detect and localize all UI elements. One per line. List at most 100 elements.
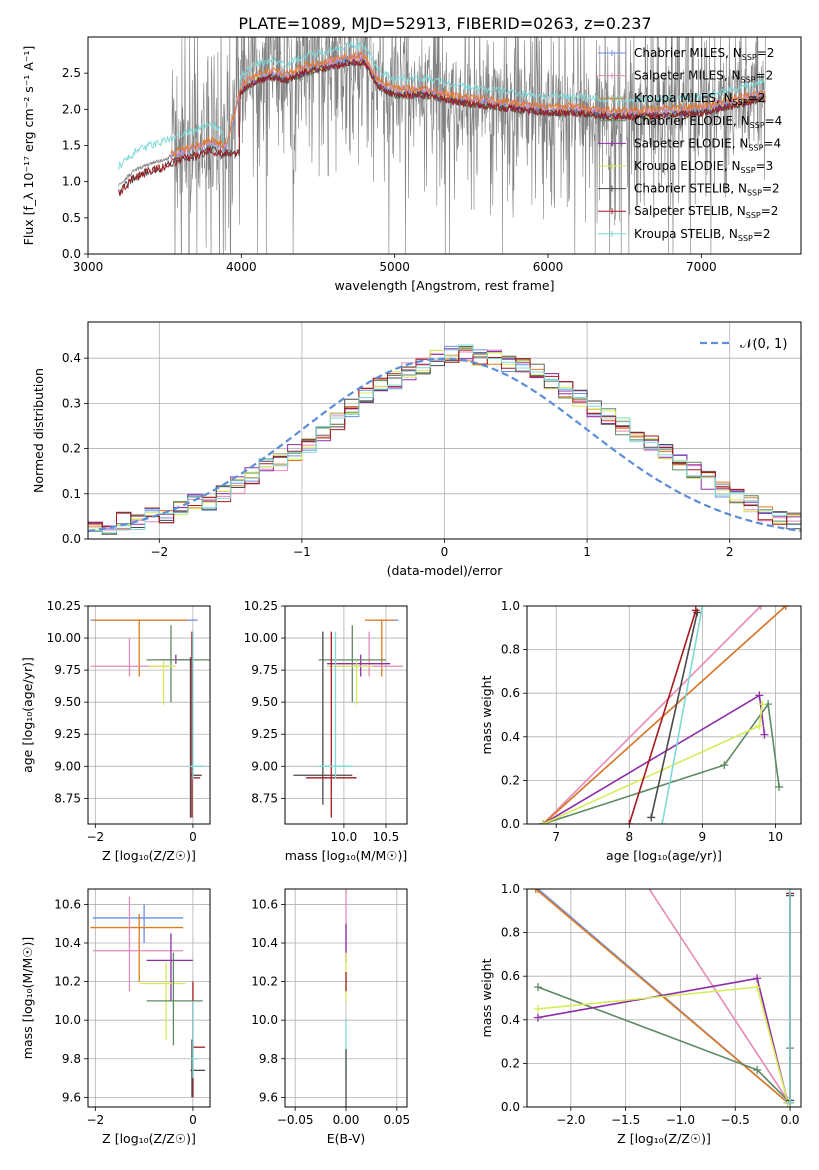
y-tick-label: 0.0 [501, 1100, 520, 1114]
legend-name: Salpeter MILES, N [634, 69, 741, 83]
y-tick-label: 8.75 [251, 791, 278, 805]
y-tick-label: 0.0 [62, 532, 81, 546]
x-tick-label: 0.00 [333, 1113, 360, 1127]
legend-subscript: SSP [741, 76, 756, 85]
weight-point-chabrier_elodie [533, 983, 542, 992]
y-tick-label: 0.1 [62, 487, 81, 501]
legend-entry-salpeter_stelib: Salpeter STELIB, NSSP=2 [634, 204, 778, 220]
model-spectrum-kroupa_miles [170, 50, 766, 158]
panel-mass-vs-z: −2 0 9.6 9.8 10.0 10.2 10.4 10.6 Z [log₁₀(Z/Z☉)]… [20, 888, 211, 1146]
y-axis-label: mass [log₁₀(M/M☉)] [20, 937, 35, 1059]
weight-point-kroupa_elodie [753, 983, 762, 992]
weight-point-salpeter_stelib [691, 606, 700, 615]
y-tick-label: 10.2 [54, 975, 81, 989]
y-tick-label: 10.25 [244, 599, 278, 613]
legend-entry-salpeter_elodie: Salpeter ELODIE, NSSP=4 [634, 136, 781, 152]
legend-suffix: =4 [763, 136, 781, 150]
y-tick-label: 0.2 [62, 442, 81, 456]
legend-subscript: SSP [750, 121, 765, 130]
y-tick-label: 1.5 [62, 139, 81, 153]
x-axis-label: E(B-V) [327, 1131, 366, 1146]
axes-frame [526, 605, 802, 825]
y-tick-label: 0.8 [501, 926, 520, 940]
panel-spectrum: 3000 4000 5000 6000 7000 0.0 0.5 1.0 1.5 2.0 2.5 wa… [21, 36, 802, 293]
legend-suffix: =4 [765, 114, 783, 128]
y-tick-label: 10.0 [251, 1013, 278, 1027]
weight-point-kroupa_stelib [786, 889, 795, 893]
x-tick-label: −0.5 [721, 1113, 750, 1127]
y-tick-label: 2.0 [62, 102, 81, 116]
x-tick-label: 10.5 [373, 830, 400, 844]
y-tick-label: 0.0 [501, 817, 520, 831]
plot-area [90, 896, 206, 1098]
legend-entry-chabrier_miles: Chabrier MILES, NSSP=2 [634, 46, 774, 62]
weight-point-kroupa_elodie [539, 820, 548, 824]
plot-area [118, 37, 767, 254]
legend-subscript: SSP [741, 166, 756, 175]
y-tick-label: 10.25 [47, 599, 81, 613]
legend-name: Kroupa MILES, N [634, 91, 733, 105]
x-axis-label: Z [log₁₀(Z/Z☉)] [617, 1131, 711, 1146]
x-axis-label: age [log₁₀(age/yr)] [606, 848, 722, 863]
y-tick-label: 0.0 [62, 247, 81, 261]
legend-entry-chabrier_elodie: Chabrier ELODIE, NSSP=4 [634, 114, 782, 130]
y-tick-label: 8.75 [54, 791, 81, 805]
y-tick-label: 10.0 [54, 1013, 81, 1027]
x-axis-label: Z [log₁₀(Z/Z☉)] [102, 848, 196, 863]
figure-title: PLATE=1089, MJD=52913, FIBERID=0263, z=0… [238, 14, 651, 33]
y-tick-label: 9.50 [251, 695, 278, 709]
y-tick-label: 1.0 [62, 175, 81, 189]
weight-line-salpeter_stelib [628, 610, 697, 824]
x-tick-label: 9 [699, 830, 707, 844]
legend-entry-kroupa_elodie: Kroupa ELODIE, NSSP=3 [634, 159, 773, 175]
panel-age-vs-z: −2 0 8.75 9.00 9.25 9.50 9.75 10.00 10.25 Z [log₁… [20, 599, 211, 863]
y-tick-label: 0.4 [501, 730, 520, 744]
panel-residuals: −2 −1 0 1 2 0.0 0.1 0.2 0.3 0.4 (data-model)/error… [31, 321, 802, 578]
weight-line-kroupa_elodie [537, 986, 789, 1103]
panel-mass-vs-ebv: −0.05 0.00 0.05 9.6 9.8 10.0 10.2 10.4 10.6 E(B-V… [251, 888, 410, 1146]
legend-name: Chabrier STELIB, N [634, 182, 747, 196]
y-tick-label: 0.2 [501, 773, 520, 787]
y-tick-label: 1.0 [501, 599, 520, 613]
x-axis-label: (data-model)/error [387, 563, 504, 578]
y-tick-label: 9.8 [259, 1052, 278, 1066]
plot-area [88, 344, 801, 535]
weight-point-salpeter_miles [756, 606, 765, 610]
x-tick-label: 7000 [686, 260, 717, 274]
y-tick-label: 9.25 [251, 727, 278, 741]
y-tick-label: 9.00 [251, 759, 278, 773]
x-tick-label: 2 [726, 545, 734, 559]
weight-line-salpeter_miles [542, 606, 762, 824]
legend-entry-chabrier_stelib: Chabrier STELIB, NSSP=2 [634, 182, 780, 198]
plot-area [539, 606, 790, 824]
x-tick-label: 3000 [73, 260, 104, 274]
x-tick-label: 0.0 [780, 1113, 799, 1127]
weight-point-kroupa_stelib [786, 1098, 795, 1107]
weight-point-kroupa_elodie [533, 1004, 542, 1013]
plot-area [293, 619, 403, 818]
plot-area [90, 619, 210, 818]
y-axis-label: Normed distribution [31, 368, 46, 493]
model-spectrum-salpeter_stelib [118, 58, 766, 197]
axes-frame [87, 888, 211, 1108]
legend-subscript: SSP [746, 211, 761, 220]
legend-name: Kroupa STELIB, N [634, 227, 738, 241]
y-tick-label: 9.25 [54, 727, 81, 741]
x-tick-label: 10.0 [331, 830, 358, 844]
legend-name: Kroupa ELODIE, N [634, 159, 741, 173]
y-tick-label: 0.5 [62, 211, 81, 225]
legend-suffix: =2 [748, 91, 766, 105]
legend-suffix: =2 [753, 227, 771, 241]
y-tick-label: 9.6 [259, 1090, 278, 1104]
x-tick-label: −1 [293, 545, 311, 559]
y-tick-label: 1.0 [501, 882, 520, 896]
y-tick-label: 9.00 [54, 759, 81, 773]
weight-line-kroupa_elodie [542, 703, 764, 824]
legend-suffix: =2 [756, 69, 774, 83]
weight-point-salpeter_miles [638, 874, 646, 882]
weight-line-chabrier_stelib [650, 612, 698, 818]
weight-point-salpeter_elodie [760, 730, 769, 739]
y-axis-label: Flux [f_λ 10⁻¹⁷ erg cm⁻² s⁻¹ A⁻¹] [21, 46, 36, 246]
weight-point-kroupa_elodie [758, 700, 767, 709]
